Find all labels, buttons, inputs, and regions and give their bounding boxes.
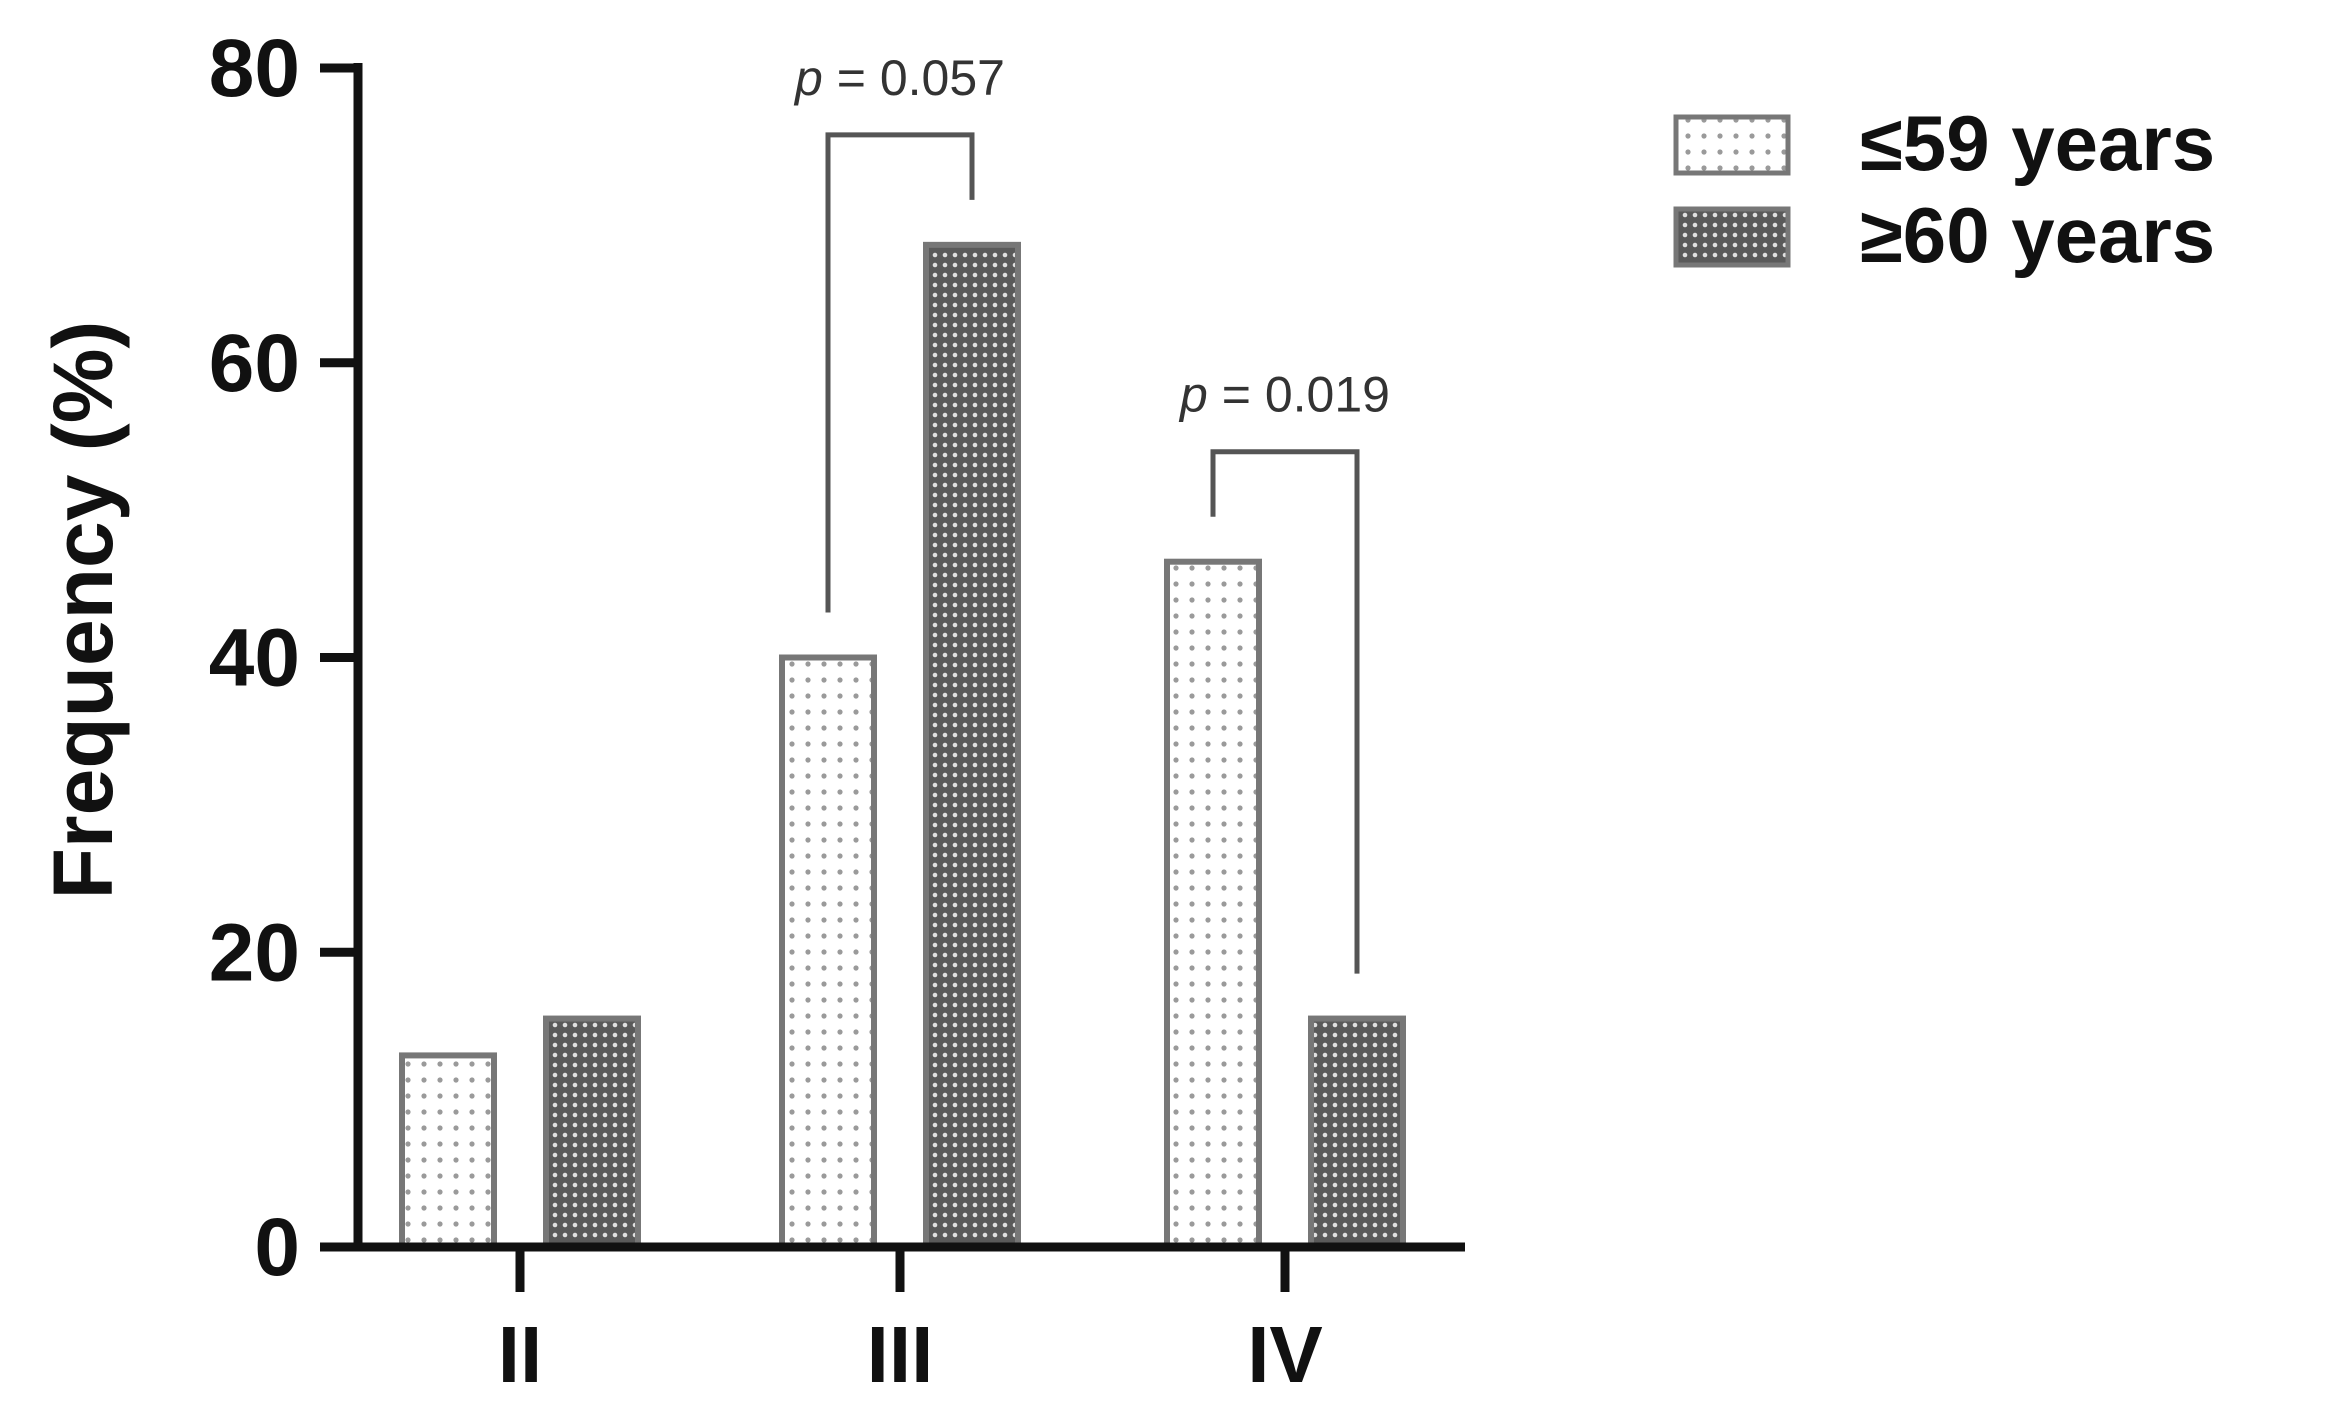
bar-iv-series0 xyxy=(1164,558,1262,1250)
p-value-symbol: p xyxy=(793,50,823,106)
x-tick-label-iv: IV xyxy=(1247,1310,1323,1399)
bar-ii-series0 xyxy=(399,1052,497,1250)
bars-group xyxy=(399,241,1406,1251)
y-tick-label-60: 60 xyxy=(209,318,300,409)
bar-ii-series1 xyxy=(543,1015,641,1250)
legend: ≤59 years ≥60 years xyxy=(1673,99,2215,279)
legend-label-ge60: ≥60 years xyxy=(1860,191,2215,279)
significance-bracket-iv xyxy=(1210,449,1360,974)
p-value-number: = 0.019 xyxy=(1208,367,1390,423)
bar-iii-series1 xyxy=(923,241,1021,1251)
p-value-number: = 0.057 xyxy=(823,50,1005,106)
y-tick-label-0: 0 xyxy=(254,1202,300,1293)
y-tick-label-80: 80 xyxy=(209,23,300,114)
p-value-label-iv: p = 0.019 xyxy=(1178,367,1390,423)
x-axis-ticks: II III IV xyxy=(498,1247,1323,1399)
x-tick-label-ii: II xyxy=(498,1310,542,1399)
y-axis-ticks: 0 20 40 60 80 xyxy=(209,23,358,1293)
legend-swatch-le59 xyxy=(1673,114,1791,176)
y-tick-label-40: 40 xyxy=(209,613,300,704)
p-value-symbol: p xyxy=(1178,367,1208,423)
y-axis-title: Frequency (%) xyxy=(36,321,130,900)
bar-iv-series1 xyxy=(1308,1015,1406,1250)
legend-label-le59: ≤59 years xyxy=(1860,99,2215,187)
significance-bracket-iii xyxy=(825,132,975,613)
bar-iii-series0 xyxy=(779,654,877,1250)
x-tick-label-iii: III xyxy=(867,1310,934,1399)
y-tick-label-20: 20 xyxy=(209,907,300,998)
legend-swatch-ge60 xyxy=(1673,206,1791,268)
p-value-label-iii: p = 0.057 xyxy=(793,50,1005,106)
